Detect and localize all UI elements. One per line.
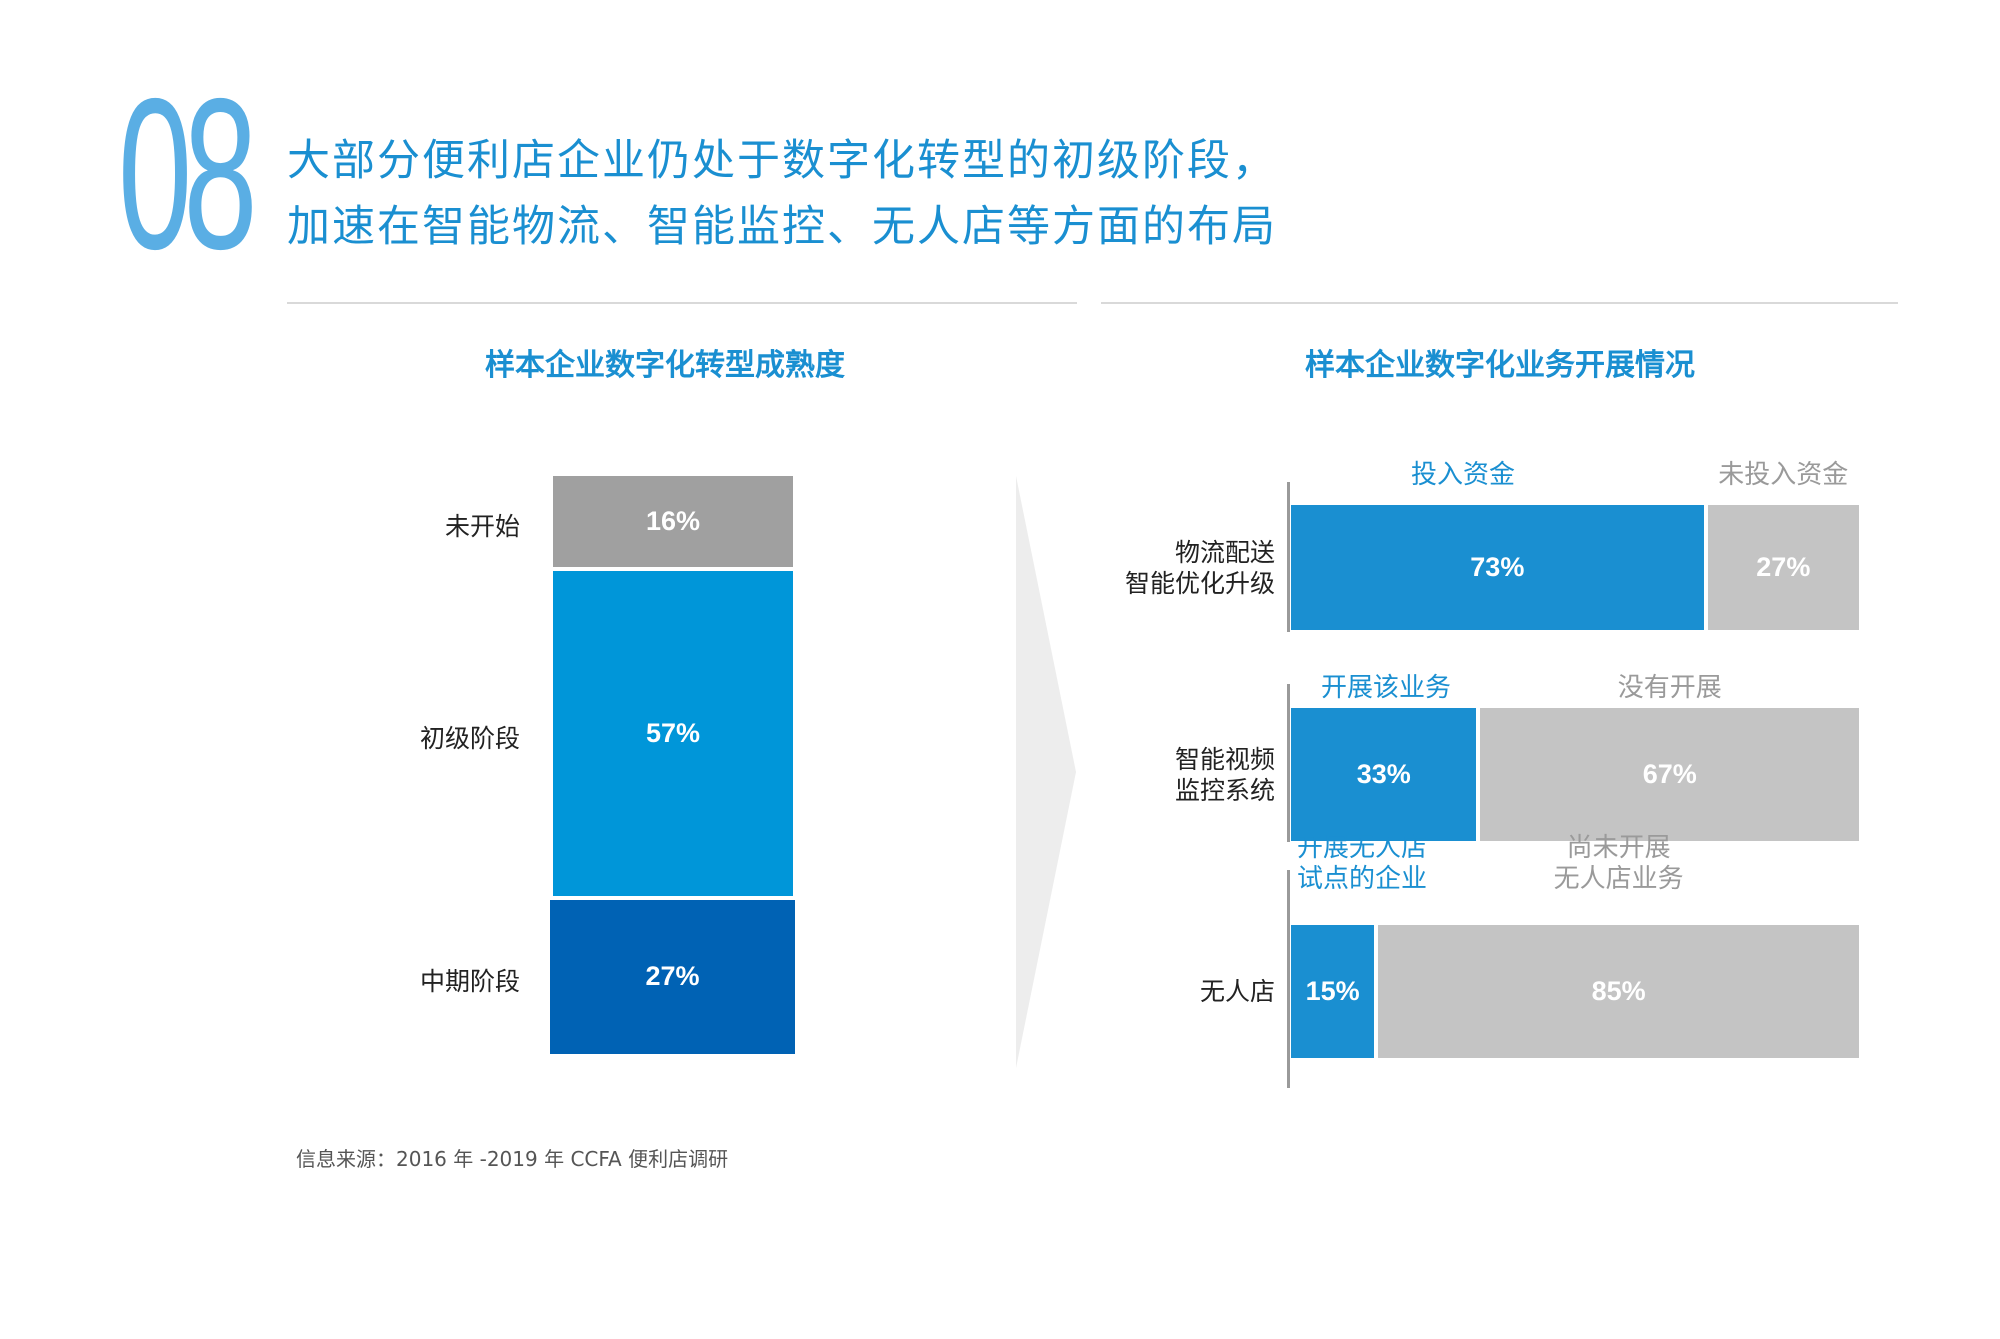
axis-line [1287,482,1290,632]
headline-line-1: 大部分便利店企业仍处于数字化转型的初级阶段， [287,136,1277,186]
legend-negative-line: 未投入资金 [1718,460,1849,490]
maturity-bar-value: 57% [645,717,701,748]
left-divider [287,302,1077,304]
business-bar-positive-value: 15% [1305,975,1360,1006]
headline: 大部分便利店企业仍处于数字化转型的初级阶段， 加速在智能物流、智能监控、无人店等… [287,128,1277,260]
business-bar-negative [1378,925,1859,1058]
business-bar-positive [1291,505,1704,630]
business-category-label: 无人店 [1080,976,1275,1007]
business-bar-negative-value: 85% [1591,975,1646,1006]
business-chart-title: 样本企业数字化业务开展情况 [1305,348,1695,383]
maturity-bar-value: 27% [645,961,700,992]
legend-negative-line: 尚未开展 [1566,833,1671,863]
legend-positive: 开展该业务 [1321,673,1451,704]
legend-negative: 没有开展 [1480,673,1859,704]
maturity-bar-3 [550,900,795,1054]
business-category-label: 智能视频 监控系统 [1080,744,1275,806]
maturity-bar-value: 16% [645,505,701,536]
legend-negative-line: 没有开展 [1617,673,1722,703]
legend-positive: 开展无人店 试点的企业 [1297,833,1427,895]
legend-negative: 尚未开展 无人店业务 [1378,833,1859,895]
source-note: 信息来源：2016 年 -2019 年 CCFA 便利店调研 [296,1147,729,1171]
page-number: 08 [118,53,258,294]
maturity-category-label: 中期阶段 [419,967,520,997]
business-bar-negative [1480,708,1859,841]
business-bar-negative [1707,505,1859,630]
business-category-label: 物流配送 智能优化升级 [1080,537,1275,599]
headline-line-2: 加速在智能物流、智能监控、无人店等方面的布局 [287,202,1277,252]
legend-positive-line: 开展该业务 [1321,673,1452,703]
legend-positive: 投入资金 [1411,460,1515,491]
business-bar-negative-value: 27% [1756,551,1811,582]
business-category-label-line: 智能视频 [1174,744,1275,774]
business-bar-positive-value: 33% [1356,758,1411,789]
business-bar-positive [1291,708,1477,841]
legend-positive-line: 试点的企业 [1297,864,1428,894]
business-category-label-line: 物流配送 [1174,537,1275,567]
business-category-label-line: 监控系统 [1174,775,1275,805]
arrow-shape [1016,476,1076,1068]
business-bar-negative-value: 67% [1642,758,1697,789]
maturity-chart-title: 样本企业数字化转型成熟度 [485,348,845,383]
legend-positive-line: 投入资金 [1411,460,1516,490]
business-bar-positive-value: 73% [1470,551,1525,582]
maturity-category-label: 未开始 [444,511,520,541]
legend-negative-line: 无人店业务 [1553,864,1684,894]
axis-line [1287,684,1290,842]
maturity-bar-1 [553,476,793,568]
legend-positive-line: 开展无人店 [1297,833,1428,863]
axis-line [1287,870,1290,1088]
business-bar-positive [1291,925,1375,1058]
maturity-bar-2 [553,571,793,897]
maturity-category-label: 初级阶段 [419,723,520,753]
business-category-label-line: 智能优化升级 [1124,568,1275,598]
business-category-label-line: 无人店 [1199,977,1275,1006]
legend-negative: 未投入资金 [1708,460,1859,491]
right-divider [1101,302,1898,304]
